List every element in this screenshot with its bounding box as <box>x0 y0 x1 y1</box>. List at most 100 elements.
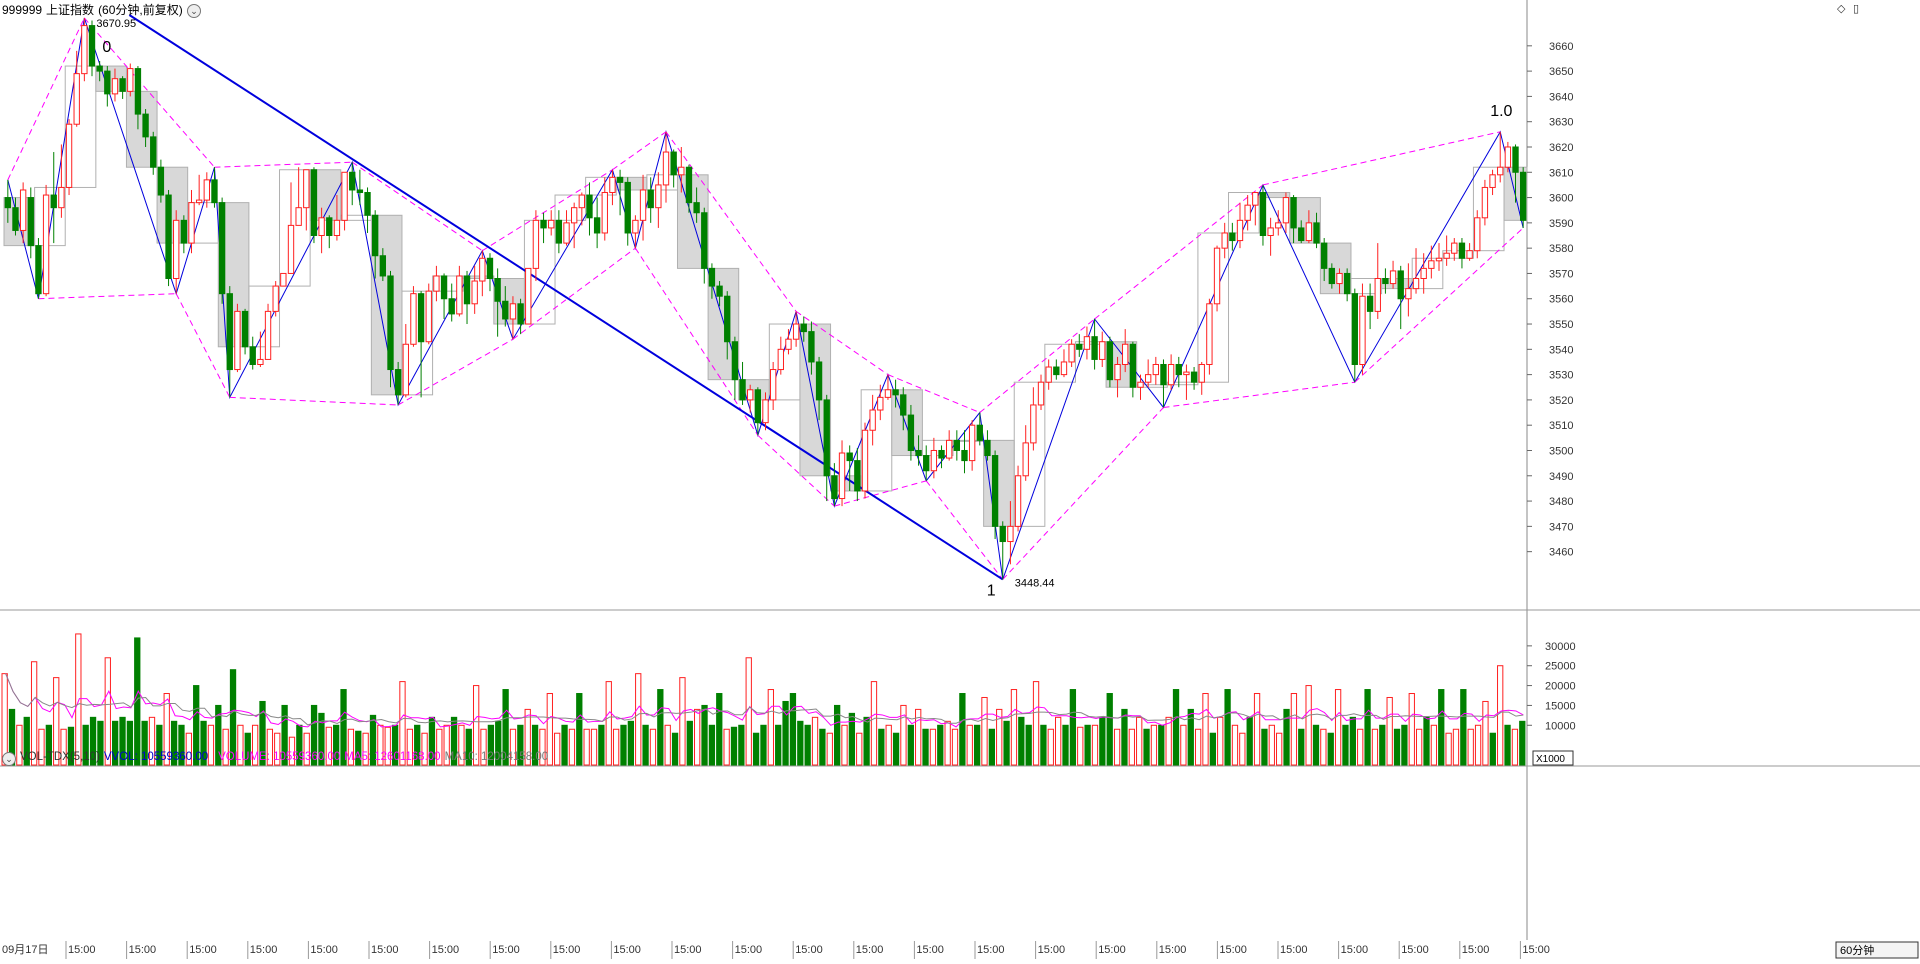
candle-body <box>570 207 578 224</box>
volume-bar <box>1305 685 1312 766</box>
candle-body <box>1382 278 1389 285</box>
candle-body <box>1014 475 1022 527</box>
price-tick-label: 3490 <box>1549 471 1573 483</box>
volume-bar <box>1239 732 1246 766</box>
wave-label-start: 0 <box>102 39 111 56</box>
candle-body <box>1236 219 1244 242</box>
candle-body <box>27 197 34 247</box>
volume-bar <box>723 728 730 766</box>
volume-bar <box>1415 728 1423 766</box>
candle-body <box>655 184 662 209</box>
volume-bar <box>1445 732 1452 766</box>
candle-body <box>1213 247 1221 305</box>
candle-body <box>639 189 647 221</box>
range-box <box>34 186 66 247</box>
ma10-label: MA10: 12004158.00 <box>444 751 549 763</box>
range-box <box>64 65 97 188</box>
candle-body <box>417 293 425 343</box>
volume-bar <box>1121 708 1128 766</box>
fib-dashed-line <box>1094 184 1264 320</box>
volume-bar <box>1312 724 1320 766</box>
candle-body <box>1420 267 1427 280</box>
candle-body <box>456 275 463 315</box>
volume-bar <box>156 724 163 766</box>
candle-body <box>1504 146 1512 168</box>
volume-bar <box>686 720 693 766</box>
volume-bar <box>826 732 833 766</box>
candle-body <box>341 171 348 221</box>
volume-bar <box>1290 693 1298 766</box>
candle-body <box>234 310 241 371</box>
volume-bar <box>1010 689 1018 766</box>
volume-bar <box>767 689 774 766</box>
volume-bar <box>310 704 318 766</box>
wave-label-high: 1.0 <box>1490 103 1512 120</box>
candle-body <box>724 295 731 343</box>
candle-body <box>226 293 233 371</box>
candle-body <box>1267 227 1274 237</box>
candle-body <box>433 275 440 292</box>
candle-body <box>1037 381 1045 406</box>
candle-body <box>968 424 976 462</box>
candle-body <box>1221 232 1228 249</box>
candle-body <box>142 113 149 138</box>
range-box <box>432 275 464 292</box>
candle-body <box>249 346 256 365</box>
volume-bar <box>472 685 480 766</box>
volume-bar <box>274 732 281 766</box>
high-price-label: 3670.95 <box>96 18 136 30</box>
diamond-icon[interactable]: ◇ <box>1837 3 1846 15</box>
candle-body <box>624 181 631 234</box>
chevron-down-icon[interactable]: ⌄ <box>187 4 201 18</box>
candle-body <box>616 176 624 183</box>
volume-bar <box>1349 716 1356 766</box>
candle-body <box>463 275 471 305</box>
volume-bar <box>1106 693 1113 766</box>
volume-menu-icon[interactable]: ⌄ <box>2 752 16 766</box>
range-box <box>462 275 495 280</box>
volume-bar <box>340 689 347 766</box>
fib-dashed-line <box>665 131 797 312</box>
price-tick-label: 3630 <box>1549 117 1573 129</box>
volume-bar <box>487 724 495 766</box>
volume-bar <box>848 712 856 766</box>
fib-dashed-line <box>38 293 177 300</box>
volume-bar <box>347 728 355 766</box>
period-info: (60分钟,前复权) <box>98 3 183 17</box>
volume-bar <box>1069 689 1077 766</box>
candle-body <box>731 341 739 381</box>
candle-body <box>601 192 608 234</box>
candle-body <box>1519 171 1527 221</box>
volume-tick-label: 20000 <box>1545 681 1576 693</box>
volume-bar <box>841 724 848 766</box>
volume-bar <box>760 724 767 766</box>
candle-body <box>1512 146 1519 173</box>
candle-body <box>19 189 27 231</box>
volume-bar <box>738 724 745 766</box>
volume-unit-box <box>1532 750 1574 766</box>
time-tick-label: 15:00 <box>432 944 460 956</box>
fib-dashed-line <box>397 338 514 406</box>
window-icon[interactable]: ▯ <box>1853 3 1860 15</box>
candle-body <box>578 194 586 209</box>
candle-body <box>1259 192 1267 237</box>
fib-dashed-line <box>482 169 613 252</box>
candle-body <box>364 192 371 216</box>
overlay-layer: 3670.95 3448.44 0 1 1.0 <box>96 18 1512 599</box>
volume-bar <box>45 724 53 766</box>
candle-body <box>831 475 838 500</box>
range-box <box>523 219 556 325</box>
candle-body <box>58 186 65 209</box>
volume-bar <box>200 720 207 766</box>
candle-body <box>188 202 195 244</box>
candle-body <box>1351 293 1358 365</box>
volume-bar <box>907 724 914 766</box>
grid-layer <box>0 0 1920 940</box>
candle-body <box>1030 404 1037 444</box>
candle-body <box>869 409 876 431</box>
candle-body <box>479 257 486 282</box>
time-tick-label: 15:00 <box>1522 944 1550 956</box>
volume-bar <box>900 704 907 766</box>
candle-body <box>81 25 88 75</box>
